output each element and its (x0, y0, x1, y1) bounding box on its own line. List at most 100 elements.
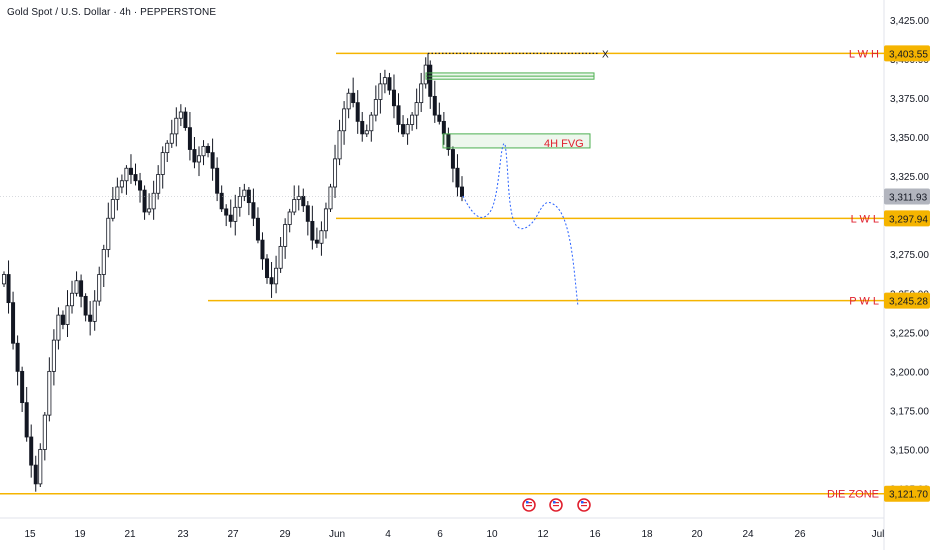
candle-body[interactable] (169, 133, 174, 144)
candle-body[interactable] (428, 64, 433, 97)
candle-body[interactable] (119, 180, 124, 188)
candle-body[interactable] (196, 155, 201, 163)
candle-body[interactable] (70, 292, 75, 307)
candle-body[interactable] (342, 108, 347, 132)
candle-body[interactable] (333, 158, 338, 188)
candle-body[interactable] (387, 77, 392, 91)
time-axis[interactable]: 15 19 21 23 27 29 Jun 4 6 10 12 16 18 20 24 26 Jul (24, 529, 884, 540)
candle-body[interactable] (124, 167, 129, 182)
candle-body[interactable] (24, 402, 29, 438)
candle-body[interactable] (337, 130, 342, 160)
candle-body[interactable] (174, 117, 179, 135)
candle-body[interactable] (432, 95, 437, 116)
price-axis[interactable]: 3,425.003,400.003,375.003,350.003,325.00… (884, 16, 930, 502)
drawings-layer[interactable]: 4H FVG L W H L W L P W L DIE ZONE X (0, 48, 884, 512)
candle-body[interactable] (128, 167, 133, 175)
candle-body[interactable] (414, 102, 419, 116)
candle-body[interactable] (310, 220, 315, 241)
candle-body[interactable] (142, 189, 147, 213)
candle-body[interactable] (283, 224, 288, 247)
candle-body[interactable] (437, 114, 442, 122)
candle-body[interactable] (269, 277, 274, 285)
candle-body[interactable] (405, 124, 410, 135)
candle-body[interactable] (210, 152, 215, 169)
candle-body[interactable] (314, 239, 319, 244)
candle-body[interactable] (11, 302, 16, 344)
candle-body[interactable] (396, 105, 401, 125)
candle-body[interactable] (178, 111, 183, 119)
candle-body[interactable] (79, 280, 84, 297)
candle-body[interactable] (92, 300, 97, 322)
candle-body[interactable] (33, 464, 38, 485)
candle-body[interactable] (287, 211, 292, 225)
candle-body[interactable] (278, 245, 283, 269)
us-event-flag-icon[interactable] (577, 498, 591, 512)
candle-body[interactable] (410, 114, 415, 125)
candle-body[interactable] (65, 305, 70, 325)
candle-body[interactable] (301, 195, 306, 207)
candle-body[interactable] (328, 186, 333, 210)
candle-body[interactable] (292, 199, 297, 213)
candle-body[interactable] (378, 83, 383, 100)
candle-body[interactable] (38, 449, 43, 485)
us-event-flag-icon[interactable] (549, 498, 563, 512)
candle-body[interactable] (233, 206, 238, 222)
candle-body[interactable] (20, 370, 25, 404)
us-event-flag-icon[interactable] (522, 498, 536, 512)
candle-body[interactable] (42, 414, 47, 450)
candle-body[interactable] (74, 280, 79, 294)
candle-body[interactable] (237, 195, 242, 208)
candle-body[interactable] (260, 239, 265, 260)
candle-body[interactable] (224, 208, 229, 216)
candle-body[interactable] (323, 208, 328, 232)
candle-body[interactable] (355, 102, 360, 122)
candle-body[interactable] (115, 186, 120, 200)
candle-body[interactable] (151, 192, 156, 210)
candle-body[interactable] (228, 214, 233, 222)
candle-body[interactable] (351, 92, 356, 104)
candle-body[interactable] (391, 89, 396, 107)
candle-body[interactable] (382, 77, 387, 85)
candle-body[interactable] (441, 120, 446, 135)
candle-body[interactable] (106, 217, 111, 250)
candle-body[interactable] (419, 83, 424, 104)
candle-body[interactable] (160, 152, 165, 175)
candle-body[interactable] (56, 314, 61, 341)
candle-body[interactable] (246, 189, 251, 204)
candle-body[interactable] (83, 295, 88, 316)
candle-body[interactable] (147, 208, 152, 213)
candle-body[interactable] (88, 314, 93, 322)
projected-price-path[interactable] (462, 143, 579, 307)
candle-body[interactable] (156, 174, 161, 194)
candle-body[interactable] (29, 436, 34, 466)
candle-body[interactable] (51, 339, 56, 372)
candles-layer[interactable] (2, 57, 464, 492)
candle-body[interactable] (110, 199, 115, 219)
candle-body[interactable] (242, 189, 247, 197)
candle-body[interactable] (346, 92, 351, 110)
candle-body[interactable] (274, 267, 279, 285)
candle-body[interactable] (60, 314, 65, 325)
fvg-zone[interactable] (442, 133, 591, 149)
candle-body[interactable] (450, 149, 455, 169)
candle-body[interactable] (6, 274, 11, 304)
candle-body[interactable] (187, 127, 192, 150)
candle-body[interactable] (101, 249, 106, 275)
candle-body[interactable] (373, 99, 378, 116)
candle-body[interactable] (255, 217, 260, 241)
candle-body[interactable] (251, 202, 256, 219)
candle-body[interactable] (369, 114, 374, 132)
candle-body[interactable] (47, 370, 52, 416)
candle-body[interactable] (319, 230, 324, 244)
candle-body[interactable] (133, 174, 138, 182)
candle-body[interactable] (206, 145, 211, 154)
candle-body[interactable] (165, 142, 170, 154)
candle-body[interactable] (265, 258, 270, 279)
candle-body[interactable] (455, 167, 460, 188)
candle-body[interactable] (183, 111, 188, 129)
candle-body[interactable] (305, 205, 310, 222)
candle-body[interactable] (459, 186, 464, 197)
candle-body[interactable] (15, 342, 20, 372)
candle-body[interactable] (219, 192, 224, 210)
